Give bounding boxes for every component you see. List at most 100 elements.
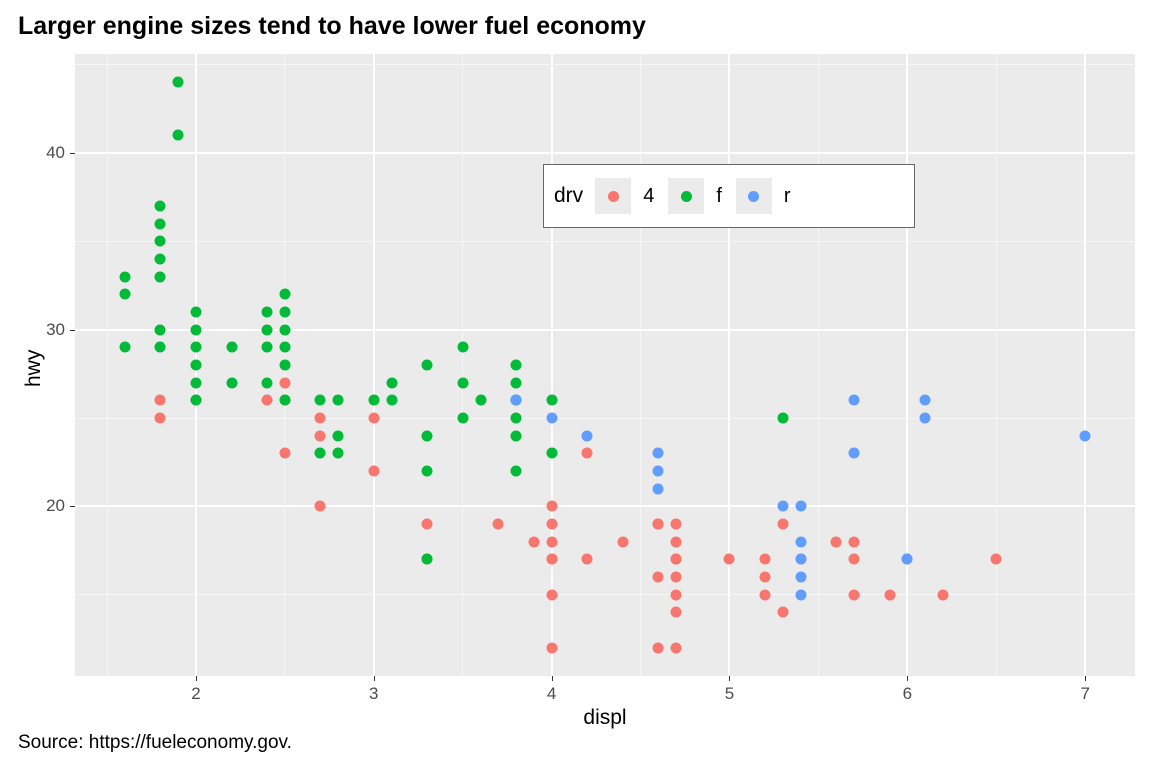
data-point [333, 430, 344, 441]
data-point [795, 536, 806, 547]
data-point [582, 430, 593, 441]
x-grid-minor [107, 54, 108, 676]
data-point [155, 413, 166, 424]
data-point [546, 448, 557, 459]
data-point [386, 395, 397, 406]
data-point [848, 536, 859, 547]
legend-key [736, 178, 772, 214]
data-point [617, 536, 628, 547]
data-point [760, 554, 771, 565]
data-point [671, 554, 682, 565]
legend-dot [608, 191, 619, 202]
data-point [262, 324, 273, 335]
x-tick-mark [374, 676, 375, 681]
y-grid-major [75, 329, 1135, 331]
data-point [190, 306, 201, 317]
data-point [937, 589, 948, 600]
data-point [190, 360, 201, 371]
data-point [920, 395, 931, 406]
data-point [422, 519, 433, 530]
data-point [190, 395, 201, 406]
data-point [173, 77, 184, 88]
data-point [155, 200, 166, 211]
y-tick-mark [70, 506, 75, 507]
data-point [777, 501, 788, 512]
data-point [333, 448, 344, 459]
plot-panel-background [75, 54, 1135, 676]
data-point [155, 395, 166, 406]
data-point [315, 448, 326, 459]
legend-label: r [780, 185, 797, 208]
data-point [653, 572, 664, 583]
data-point [315, 430, 326, 441]
y-tick-label: 30 [46, 320, 65, 340]
y-grid-minor [75, 594, 1135, 595]
data-point [155, 218, 166, 229]
data-point [546, 395, 557, 406]
data-point [226, 377, 237, 388]
data-point [671, 572, 682, 583]
data-point [884, 589, 895, 600]
data-point [333, 395, 344, 406]
data-point [582, 554, 593, 565]
x-grid-minor [462, 54, 463, 676]
data-point [511, 395, 522, 406]
data-point [528, 536, 539, 547]
data-point [511, 360, 522, 371]
data-point [368, 413, 379, 424]
data-point [457, 377, 468, 388]
x-tick-label: 3 [369, 684, 378, 704]
data-point [155, 324, 166, 335]
data-point [155, 253, 166, 264]
data-point [190, 342, 201, 353]
data-point [279, 377, 290, 388]
data-point [190, 377, 201, 388]
data-point [315, 501, 326, 512]
data-point [546, 519, 557, 530]
data-point [795, 572, 806, 583]
legend-box: drv 4fr [543, 164, 915, 228]
data-point [671, 589, 682, 600]
data-point [422, 430, 433, 441]
data-point [671, 642, 682, 653]
data-point [795, 501, 806, 512]
y-grid-minor [75, 64, 1135, 65]
data-point [724, 554, 735, 565]
data-point [848, 448, 859, 459]
data-point [457, 342, 468, 353]
data-point [422, 466, 433, 477]
legend-key [595, 178, 631, 214]
data-point [546, 589, 557, 600]
data-point [546, 642, 557, 653]
data-point [511, 430, 522, 441]
data-point [262, 395, 273, 406]
x-tick-mark [907, 676, 908, 681]
x-grid-minor [996, 54, 997, 676]
data-point [511, 466, 522, 477]
data-point [315, 413, 326, 424]
data-point [546, 501, 557, 512]
x-grid-major [728, 54, 730, 676]
x-axis-label: displ [75, 706, 1135, 730]
data-point [760, 589, 771, 600]
data-point [190, 324, 201, 335]
x-tick-mark [196, 676, 197, 681]
y-tick-mark [70, 330, 75, 331]
data-point [848, 589, 859, 600]
legend-label: f [712, 185, 728, 208]
y-axis-label: hwy [22, 350, 46, 387]
plot-area [75, 54, 1135, 676]
data-point [422, 554, 433, 565]
data-point [262, 342, 273, 353]
data-point [475, 395, 486, 406]
data-point [653, 483, 664, 494]
data-point [671, 607, 682, 618]
data-point [902, 554, 913, 565]
data-point [777, 519, 788, 530]
data-point [279, 395, 290, 406]
x-grid-major [1084, 54, 1086, 676]
data-point [582, 448, 593, 459]
data-point [279, 306, 290, 317]
data-point [279, 448, 290, 459]
data-point [671, 519, 682, 530]
